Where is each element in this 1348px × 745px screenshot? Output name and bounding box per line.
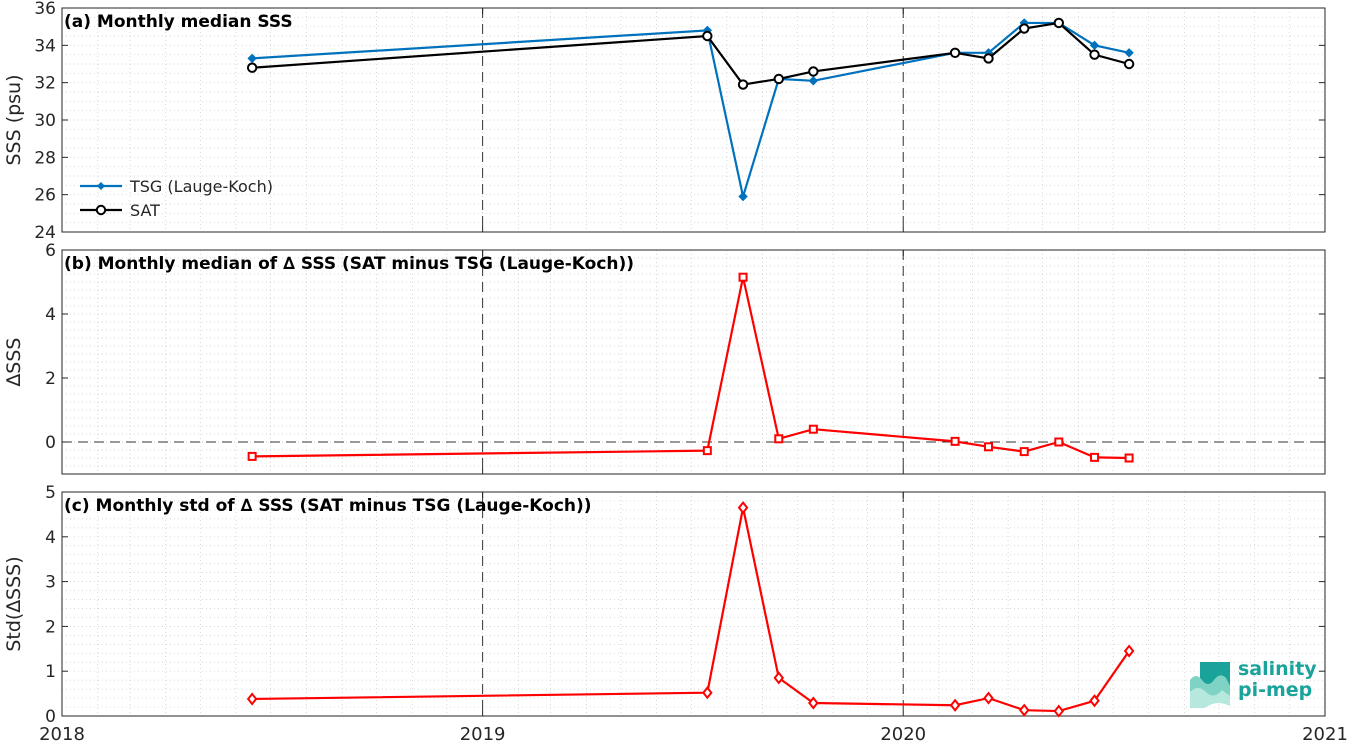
data-point-marker bbox=[1089, 40, 1100, 51]
data-point-marker bbox=[1123, 58, 1135, 70]
y-tick-label: 3 bbox=[45, 573, 56, 593]
y-axis-label: SSS (psu) bbox=[3, 74, 25, 165]
data-point-marker bbox=[737, 79, 749, 90]
y-tick-label: 5 bbox=[45, 483, 56, 503]
data-point-marker bbox=[1054, 437, 1064, 447]
waves-icon bbox=[1190, 662, 1230, 708]
data-point-marker bbox=[702, 30, 713, 42]
data-point-marker bbox=[702, 686, 713, 700]
logo-line1: salinity bbox=[1238, 658, 1317, 680]
salinity-pi-mep-logo: salinity pi-mep bbox=[1188, 658, 1328, 710]
data-point-marker bbox=[1089, 694, 1100, 708]
legend-marker bbox=[97, 182, 105, 190]
data-point-marker bbox=[950, 436, 960, 446]
x-tick-label: 2018 bbox=[39, 724, 85, 745]
y-tick-label: 2 bbox=[45, 617, 56, 637]
y-axis-label: ∆SSS bbox=[3, 338, 25, 388]
data-point-marker bbox=[1053, 704, 1065, 718]
plot-area bbox=[62, 492, 1325, 716]
y-tick-label: 0 bbox=[45, 433, 56, 453]
panel-title: (c) Monthly std of ∆ SSS (SAT minus TSG … bbox=[64, 496, 592, 516]
legend-label: TSG (Lauge-Koch) bbox=[129, 177, 273, 196]
data-point-marker bbox=[983, 691, 994, 705]
data-point-marker bbox=[1124, 48, 1134, 58]
data-point-marker bbox=[949, 47, 961, 58]
data-point-marker bbox=[1124, 453, 1134, 463]
panel-2 bbox=[61, 249, 1326, 475]
data-point-marker bbox=[984, 442, 994, 452]
data-point-marker bbox=[774, 434, 784, 444]
x-tick-label: 2021 bbox=[1302, 724, 1348, 745]
panel-1 bbox=[61, 7, 1326, 233]
y-tick-label: 6 bbox=[45, 241, 56, 261]
logo-line2: pi-mep bbox=[1238, 679, 1313, 701]
y-tick-label: 2 bbox=[45, 369, 56, 389]
y-tick-label: 30 bbox=[34, 111, 56, 131]
data-point-marker bbox=[983, 53, 994, 64]
data-point-marker bbox=[808, 424, 818, 434]
axes-frame bbox=[61, 249, 1326, 475]
y-tick-label: 1 bbox=[45, 662, 56, 682]
x-tick-label: 2020 bbox=[880, 724, 926, 745]
data-point-marker bbox=[1123, 644, 1135, 658]
y-tick-label: 32 bbox=[34, 74, 56, 94]
y-tick-label: 36 bbox=[34, 0, 56, 19]
y-tick-label: 28 bbox=[34, 148, 56, 168]
y-axis-label: Std(∆SSS) bbox=[3, 556, 25, 651]
y-tick-label: 26 bbox=[34, 186, 56, 206]
data-point-marker bbox=[808, 76, 819, 86]
axes-frame bbox=[61, 7, 1326, 233]
data-point-marker bbox=[246, 692, 258, 706]
data-point-marker bbox=[246, 62, 258, 73]
panel-3 bbox=[61, 491, 1326, 718]
data-point-marker bbox=[773, 73, 784, 85]
y-tick-label: 4 bbox=[45, 305, 56, 325]
panel-title: (b) Monthly median of ∆ SSS (SAT minus T… bbox=[64, 254, 634, 274]
plot-area bbox=[62, 8, 1325, 232]
legend-label: SAT bbox=[130, 201, 160, 220]
data-point-marker bbox=[1019, 447, 1029, 457]
plot-area bbox=[62, 250, 1325, 474]
data-point-marker bbox=[1053, 17, 1065, 29]
panel-title: (a) Monthly median SSS bbox=[64, 12, 293, 32]
data-point-marker bbox=[1090, 452, 1100, 462]
x-tick-label: 2019 bbox=[460, 724, 506, 745]
y-tick-label: 34 bbox=[34, 36, 56, 56]
data-point-marker bbox=[738, 191, 748, 202]
data-point-marker bbox=[949, 698, 961, 712]
axes-frame bbox=[61, 491, 1326, 717]
data-point-marker bbox=[247, 451, 257, 461]
data-point-marker bbox=[1018, 703, 1030, 717]
y-tick-label: 24 bbox=[34, 223, 56, 243]
data-point-marker bbox=[247, 53, 257, 64]
data-point-marker bbox=[738, 272, 748, 282]
y-tick-label: 0 bbox=[45, 707, 56, 727]
data-point-marker bbox=[808, 696, 819, 710]
data-point-marker bbox=[1019, 23, 1030, 34]
data-point-marker bbox=[1089, 49, 1100, 60]
data-point-marker bbox=[702, 446, 712, 456]
data-point-marker bbox=[808, 66, 819, 77]
y-tick-label: 4 bbox=[45, 528, 56, 548]
data-point-marker bbox=[773, 671, 785, 685]
legend-marker bbox=[95, 204, 107, 216]
data-point-marker bbox=[737, 501, 749, 515]
